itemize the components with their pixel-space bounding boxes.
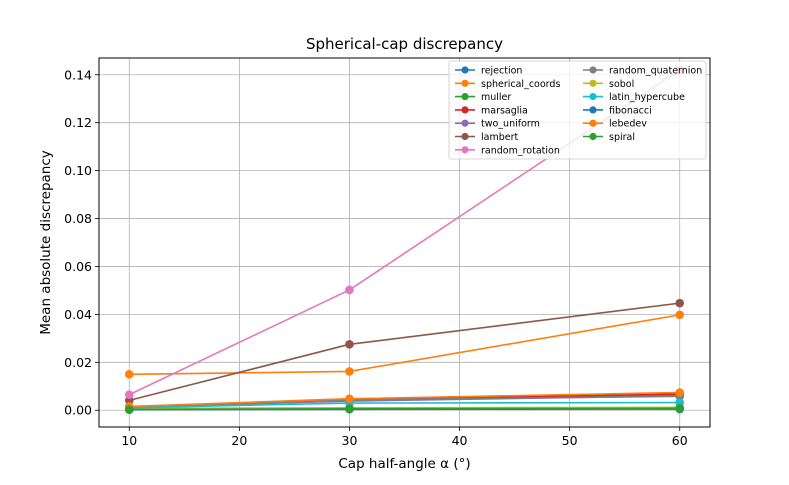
data-point-spherical_coords — [345, 367, 354, 376]
legend-item-rejection: rejection — [455, 66, 522, 77]
legend-item-two_uniform: two_uniform — [455, 119, 540, 130]
legend-item-spiral: spiral — [583, 132, 635, 143]
y-tick-label: 0.14 — [64, 67, 92, 82]
legend-label: fibonacci — [609, 105, 652, 116]
x-tick-label: 10 — [121, 433, 137, 448]
y-axis-label: Mean absolute discrepancy — [38, 150, 54, 335]
legend-swatch-marker — [589, 93, 597, 101]
legend-swatch-marker — [461, 93, 469, 101]
legend-label: spherical_coords — [481, 79, 560, 90]
legend-label: random_quaternion — [609, 66, 702, 77]
ticks-layer: 10 20 30 40 50 60 0.00 0.02 0.04 0.06 0.08 0.10 0.12… — [64, 67, 688, 448]
legend-item-spherical_coords: spherical_coords — [455, 79, 560, 90]
legend-label: latin_hypercube — [609, 92, 685, 103]
legend-item-random_rotation: random_rotation — [455, 145, 560, 156]
data-point-lebedev — [675, 388, 685, 397]
y-tick-label: 0.08 — [64, 211, 92, 226]
series-line-spherical_coords — [129, 314, 680, 376]
x-tick-label: 50 — [562, 433, 578, 448]
legend-swatch-marker — [589, 79, 597, 87]
legend-item-latin_hypercube: latin_hypercube — [583, 92, 685, 103]
data-point-random_rotation — [345, 285, 354, 295]
series-lebedev — [124, 388, 685, 411]
plot-frame — [98, 57, 711, 428]
series-layer — [124, 65, 685, 415]
x-axis-label: Cap half-angle α (°) — [338, 456, 470, 472]
legend-item-marsaglia: marsaglia — [455, 105, 528, 116]
legend-swatch-marker — [589, 132, 597, 141]
y-tick-label: 0.00 — [64, 403, 92, 418]
legend-item-random_quaternion: random_quaternion — [583, 66, 702, 77]
legend-label: sobol — [609, 79, 634, 90]
data-point-spiral — [675, 404, 685, 413]
data-point-spiral — [124, 405, 134, 414]
y-tick-label: 0.06 — [64, 259, 92, 274]
legend-swatch-marker — [461, 79, 469, 87]
legend-label: lebedev — [609, 119, 647, 130]
y-tick-label: 0.12 — [64, 115, 92, 130]
legend-swatch-marker — [461, 132, 469, 141]
legend-swatch-marker — [461, 66, 469, 74]
y-tick-label: 0.10 — [64, 163, 92, 178]
data-point-spherical_coords — [675, 310, 685, 320]
x-tick-label: 20 — [231, 433, 247, 448]
series-spherical_coords — [124, 310, 685, 379]
x-tick-label: 40 — [452, 433, 468, 448]
data-point-spiral — [345, 404, 354, 414]
legend-label: random_rotation — [481, 145, 560, 156]
data-point-lebedev — [345, 394, 354, 404]
legend-label: two_uniform — [481, 119, 540, 130]
x-tick-label: 30 — [342, 433, 358, 448]
legend-label: lambert — [481, 132, 518, 143]
legend-item-lebedev: lebedev — [583, 119, 647, 130]
legend-item-lambert: lambert — [455, 132, 518, 143]
legend-swatch-marker — [589, 106, 597, 114]
legend-item-muller: muller — [455, 92, 511, 103]
legend-box — [448, 60, 707, 160]
legend-item-fibonacci: fibonacci — [583, 105, 652, 116]
legend-swatch-marker — [589, 119, 597, 127]
chart-title: Spherical-cap discrepancy — [306, 35, 503, 53]
data-point-lambert — [345, 340, 354, 349]
legend-label: rejection — [481, 66, 522, 77]
legend-item-sobol: sobol — [583, 79, 634, 90]
legend-label: spiral — [609, 132, 635, 143]
y-tick-label: 0.04 — [64, 307, 92, 322]
data-point-lambert — [675, 298, 685, 308]
x-tick-label: 60 — [672, 433, 688, 448]
legend-label: marsaglia — [481, 105, 528, 116]
series-spiral — [124, 404, 685, 414]
series-line-lambert — [129, 302, 680, 402]
y-tick-label: 0.02 — [64, 355, 92, 370]
legend-swatch-marker — [461, 119, 469, 127]
legend-swatch-marker — [461, 146, 469, 154]
data-point-random_rotation — [124, 390, 134, 399]
legend-swatch-marker — [589, 66, 597, 74]
legend-swatch-marker — [461, 106, 469, 114]
data-point-spherical_coords — [124, 369, 134, 379]
legend-label: muller — [481, 92, 511, 103]
